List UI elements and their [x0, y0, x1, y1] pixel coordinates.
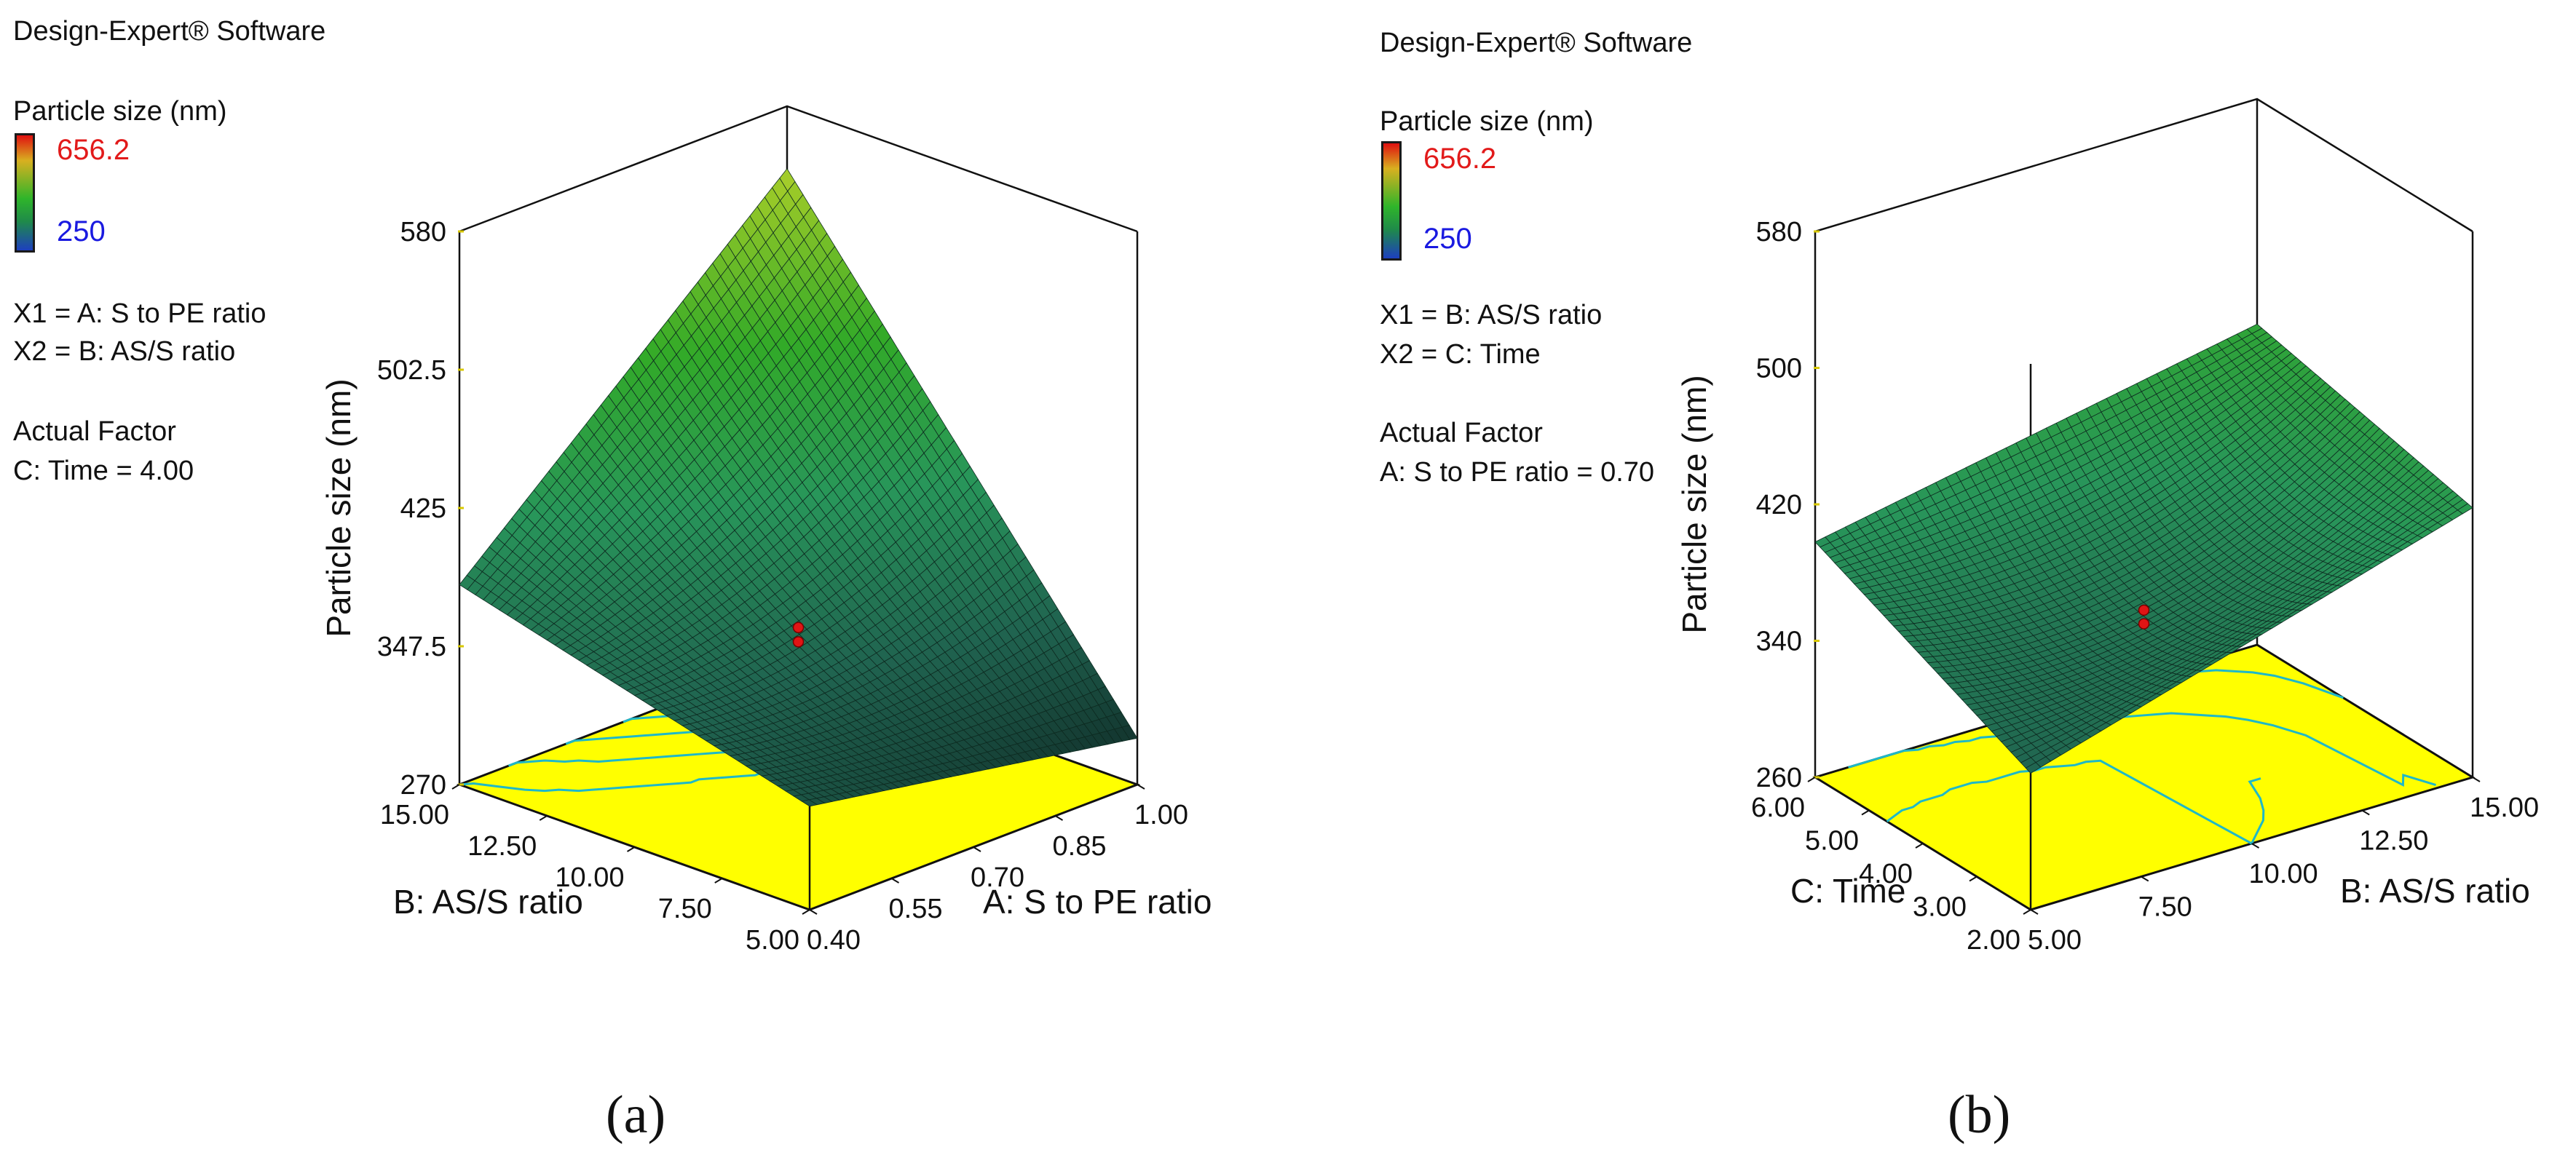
x-tick-mark — [890, 878, 900, 884]
design-point — [792, 622, 805, 634]
x-tick-mark — [809, 909, 818, 915]
response-surface — [1814, 323, 2473, 774]
response-surface — [459, 168, 1138, 807]
y-tick-mark — [2023, 909, 2031, 915]
x-tick-label: 7.50 — [2138, 892, 2192, 923]
y-tick-label: 5.00 — [1805, 826, 1859, 857]
x-tick-label: 0.70 — [971, 862, 1024, 893]
z-axis-label: Particle size (nm) — [1675, 375, 1713, 633]
x-tick-label: 15.00 — [2470, 793, 2539, 823]
x-tick-mark — [2472, 777, 2481, 782]
y-tick-label: 4.00 — [1859, 859, 1913, 889]
x-tick-mark — [2251, 843, 2260, 849]
y-tick-label: 3.00 — [1913, 892, 1967, 923]
color-scale-min: 250 — [1423, 223, 1472, 255]
color-scale-max: 656.2 — [57, 134, 130, 166]
surface-cell — [801, 799, 818, 807]
surface-cell — [2025, 762, 2042, 774]
x-tick-mark — [1054, 815, 1064, 821]
x-tick-label: 10.00 — [2249, 859, 2318, 889]
x-tick-label: 0.40 — [807, 925, 861, 956]
y-tick-label: 6.00 — [1751, 793, 1805, 823]
z-tick-label: 420 — [1756, 490, 1802, 520]
response-legend-label: Particle size (nm) — [1380, 106, 1594, 137]
box-top-edge — [459, 105, 1138, 233]
z-tick-label: 580 — [1756, 217, 1802, 247]
z-tick-label: 260 — [1756, 763, 1802, 793]
software-title: Design-Expert® Software — [1380, 28, 1693, 58]
contour-line — [1886, 759, 2265, 846]
actual-factor-value: A: S to PE ratio = 0.70 — [1380, 457, 1655, 488]
y-tick-label: 15.00 — [380, 800, 449, 830]
z-axis-label: Particle size (nm) — [320, 378, 357, 637]
y-axis-label: B: AS/S ratio — [393, 883, 583, 921]
design-point — [792, 636, 805, 648]
x-tick-label: 12.50 — [2359, 826, 2428, 857]
surface-plot-b: 580 500 420 340 260 Particle size (nm) 5.00 7.5… — [1675, 98, 2539, 956]
y-tick-mark — [539, 815, 548, 821]
z-tick-label: 580 — [400, 217, 446, 247]
actual-factor-title: Actual Factor — [13, 416, 176, 447]
y-axis-label: C: Time — [1790, 872, 1905, 910]
z-tick-label: 425 — [400, 493, 446, 524]
x-tick-label: 0.55 — [889, 894, 943, 924]
panel-label-a: (a) — [606, 1085, 666, 1145]
factor-x2: X2 = B: AS/S ratio — [13, 336, 236, 367]
y-tick-label: 7.50 — [658, 894, 712, 924]
z-tick-label: 500 — [1756, 354, 1802, 384]
color-scale-bar — [15, 133, 35, 253]
x-tick-mark — [973, 846, 981, 852]
x-tick-label: 1.00 — [1134, 800, 1188, 830]
x-tick-mark — [2361, 809, 2370, 816]
panel-label-b: (b) — [1948, 1085, 2011, 1145]
factor-x2: X2 = C: Time — [1380, 339, 1541, 370]
y-tick-mark — [1969, 876, 1978, 882]
y-tick-label: 2.00 — [1967, 925, 2020, 956]
actual-factor-title: Actual Factor — [1380, 418, 1543, 448]
color-scale-min: 250 — [57, 215, 106, 247]
color-scale-bar — [1381, 141, 1402, 261]
y-tick-mark — [714, 878, 723, 884]
response-legend-label: Particle size (nm) — [13, 96, 227, 127]
box-top-edge — [1814, 98, 2473, 233]
x-axis-label: B: AS/S ratio — [2340, 872, 2530, 910]
z-tick-label: 340 — [1756, 627, 1802, 657]
factor-x1: X1 = A: S to PE ratio — [13, 298, 266, 329]
y-tick-mark — [626, 846, 636, 852]
y-tick-mark — [1915, 843, 1924, 849]
y-tick-label: 12.50 — [467, 831, 537, 862]
x-tick-mark — [2141, 876, 2149, 882]
y-tick-mark — [451, 784, 460, 790]
y-tick-mark — [1807, 777, 1816, 782]
actual-factor-value: C: Time = 4.00 — [13, 456, 194, 486]
factor-x1: X1 = B: AS/S ratio — [1380, 300, 1603, 330]
chart-panel-a: Design-Expert® Software Particle size (n… — [13, 16, 1212, 1145]
y-tick-label: 10.00 — [555, 862, 624, 893]
color-scale-max: 656.2 — [1423, 143, 1497, 175]
x-axis-label: A: S to PE ratio — [983, 883, 1212, 921]
x-tick-label: 5.00 — [2028, 925, 2082, 956]
z-tick-label: 502.5 — [377, 355, 446, 386]
y-tick-mark — [802, 909, 810, 915]
design-point — [2138, 618, 2150, 630]
y-tick-mark — [1861, 809, 1870, 816]
design-point — [2138, 604, 2150, 616]
chart-panel-b: Design-Expert® Software Particle size (n… — [1288, 0, 2576, 1163]
surface-plot-a: 580 502.5 425 347.5 270 Particle size (nm) 0.4… — [320, 105, 1212, 956]
x-tick-mark — [2030, 909, 2039, 915]
software-title: Design-Expert® Software — [13, 16, 326, 47]
z-tick-label: 270 — [400, 770, 446, 801]
y-tick-label: 5.00 — [746, 925, 799, 956]
x-tick-mark — [1137, 784, 1145, 790]
z-tick-label: 347.5 — [377, 632, 446, 662]
x-tick-label: 0.85 — [1053, 831, 1107, 862]
